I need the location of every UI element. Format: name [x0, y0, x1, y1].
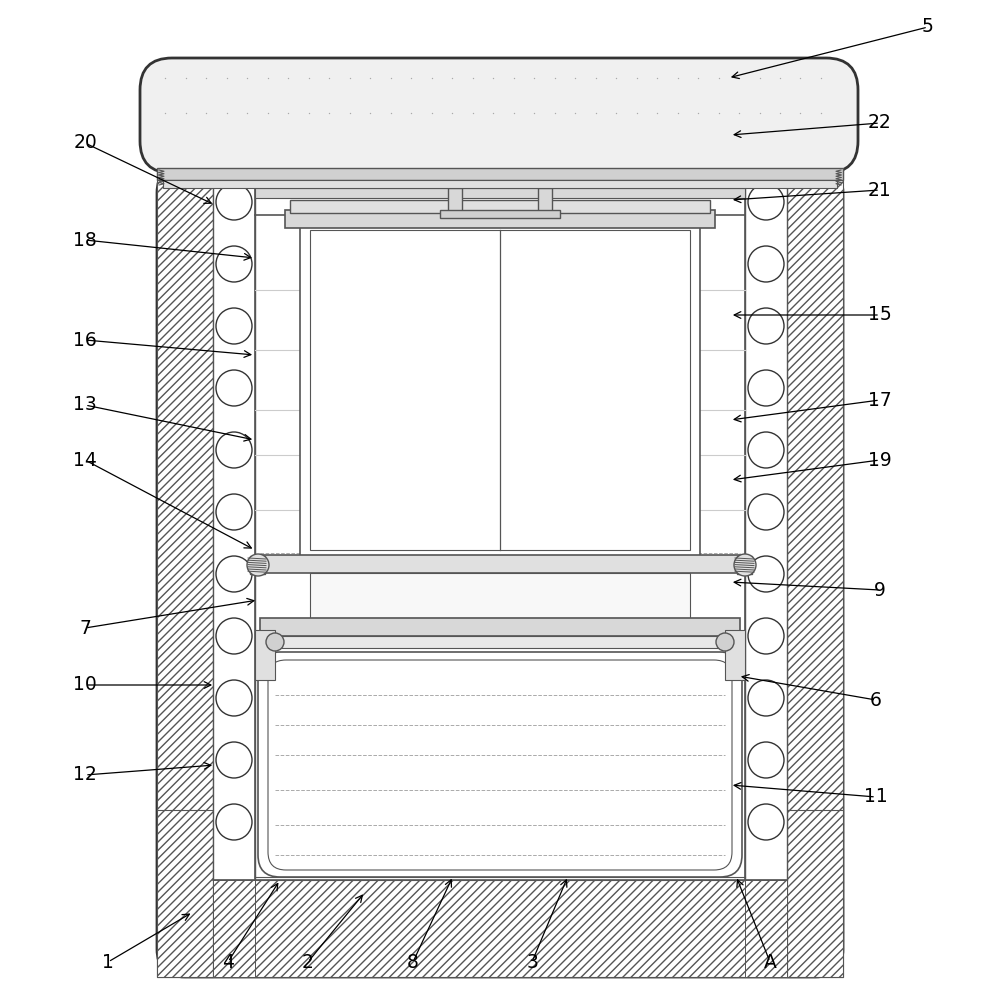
Bar — [310, 573, 690, 618]
Bar — [310, 230, 690, 550]
Circle shape — [216, 742, 252, 778]
Circle shape — [216, 494, 252, 530]
Bar — [538, 188, 552, 213]
Text: 8: 8 — [407, 952, 419, 972]
Text: 2: 2 — [302, 952, 314, 972]
Circle shape — [748, 246, 784, 282]
Circle shape — [216, 184, 252, 220]
Bar — [250, 556, 265, 574]
Polygon shape — [213, 880, 787, 977]
Circle shape — [247, 554, 269, 576]
Circle shape — [748, 742, 784, 778]
Text: 17: 17 — [869, 390, 891, 410]
Text: 22: 22 — [869, 113, 891, 132]
Text: 12: 12 — [73, 766, 97, 784]
Text: 15: 15 — [869, 306, 891, 324]
Circle shape — [216, 618, 252, 654]
Circle shape — [748, 494, 784, 530]
Bar — [255, 215, 745, 880]
Circle shape — [266, 633, 284, 651]
FancyBboxPatch shape — [140, 58, 858, 173]
Text: 20: 20 — [73, 133, 97, 152]
Text: 18: 18 — [73, 231, 97, 249]
Polygon shape — [157, 165, 213, 977]
FancyBboxPatch shape — [157, 165, 843, 977]
Bar — [300, 220, 700, 560]
Bar — [157, 168, 843, 180]
Circle shape — [216, 370, 252, 406]
Bar — [255, 630, 275, 680]
Bar — [725, 630, 745, 680]
Circle shape — [734, 554, 756, 576]
Circle shape — [748, 618, 784, 654]
Text: 1: 1 — [102, 952, 114, 972]
Bar — [448, 188, 462, 213]
Circle shape — [716, 633, 734, 651]
Bar — [255, 188, 745, 198]
Bar — [737, 556, 752, 574]
Text: 3: 3 — [526, 952, 538, 972]
Bar — [440, 210, 560, 218]
Circle shape — [748, 370, 784, 406]
Text: 5: 5 — [922, 17, 934, 36]
Polygon shape — [213, 880, 255, 977]
Text: 9: 9 — [874, 580, 885, 599]
Bar — [285, 210, 715, 228]
Text: 19: 19 — [869, 450, 891, 470]
Text: 21: 21 — [869, 180, 891, 200]
Text: 13: 13 — [73, 395, 97, 414]
Text: 7: 7 — [79, 618, 91, 638]
Bar — [213, 165, 255, 880]
Text: 4: 4 — [222, 952, 234, 972]
Circle shape — [216, 308, 252, 344]
Text: 16: 16 — [73, 330, 97, 350]
Text: 10: 10 — [73, 676, 97, 694]
Polygon shape — [157, 810, 213, 977]
Bar — [745, 165, 787, 880]
Bar — [260, 555, 740, 573]
Circle shape — [748, 680, 784, 716]
FancyBboxPatch shape — [258, 652, 742, 877]
Bar — [163, 180, 837, 188]
FancyBboxPatch shape — [268, 660, 732, 870]
Circle shape — [748, 432, 784, 468]
Text: 11: 11 — [865, 788, 887, 806]
Circle shape — [748, 308, 784, 344]
Circle shape — [216, 556, 252, 592]
Bar — [290, 200, 710, 213]
Circle shape — [748, 804, 784, 840]
Polygon shape — [787, 165, 843, 977]
Circle shape — [216, 680, 252, 716]
Bar — [265, 636, 735, 648]
Text: 6: 6 — [871, 690, 881, 710]
Circle shape — [216, 432, 252, 468]
Circle shape — [748, 184, 784, 220]
Polygon shape — [745, 880, 787, 977]
Text: A: A — [764, 952, 777, 972]
Circle shape — [216, 804, 252, 840]
Bar — [260, 618, 740, 636]
Text: 14: 14 — [73, 450, 97, 470]
Polygon shape — [787, 810, 843, 977]
Circle shape — [748, 556, 784, 592]
Circle shape — [216, 246, 252, 282]
